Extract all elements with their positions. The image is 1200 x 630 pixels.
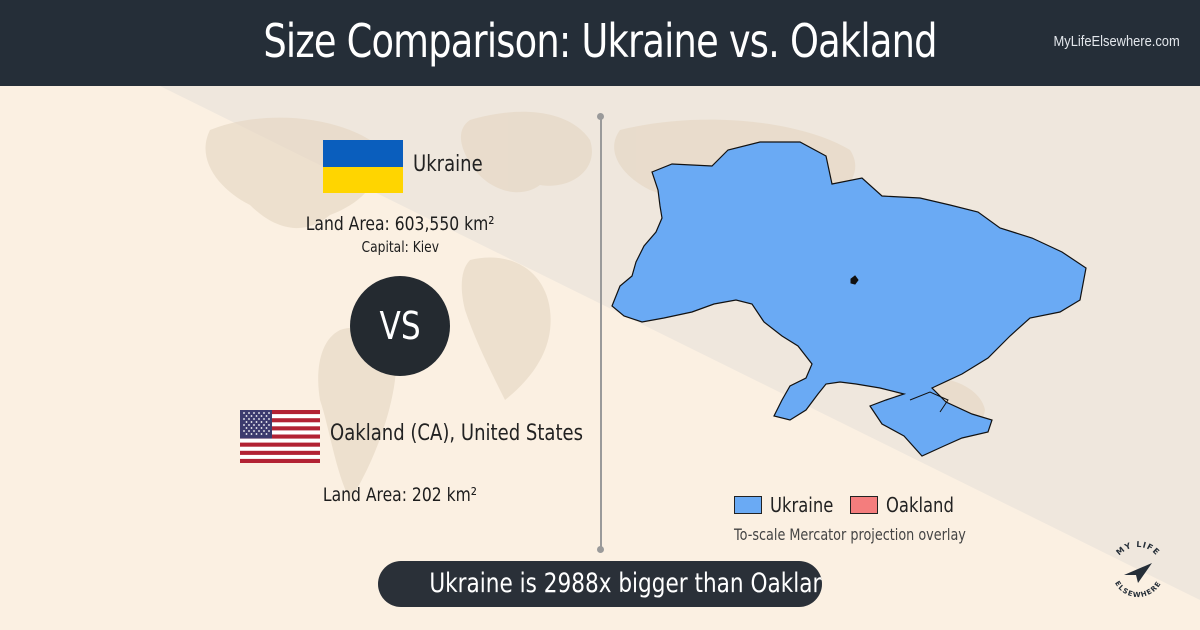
ukraine-swatch xyxy=(734,496,762,514)
legend-label-ukraine: Ukraine xyxy=(770,493,834,517)
center-divider xyxy=(600,116,602,550)
my-life-elsewhere-logo: MY LIFE ELSEWHERE xyxy=(1113,540,1162,599)
legend-label-oakland: Oakland xyxy=(886,493,954,517)
page-title: Size Comparison: Ukraine vs. Oakland xyxy=(263,14,937,68)
oakland-shape xyxy=(850,275,859,285)
ukraine-flag-icon xyxy=(323,140,403,193)
paper-plane-icon xyxy=(1124,563,1152,583)
svg-text:MY LIFE: MY LIFE xyxy=(1115,540,1162,557)
place2-name: Oakland (CA), United States xyxy=(330,421,584,446)
header-bar xyxy=(0,0,1200,86)
divider-bottom-dot xyxy=(597,546,604,553)
ukraine-shape xyxy=(611,141,1087,457)
place2-land-area: Land Area: 202 km² xyxy=(322,484,478,506)
projection-note: To-scale Mercator projection overlay xyxy=(734,525,966,544)
oakland-swatch xyxy=(850,496,878,514)
vs-badge: VS xyxy=(350,276,450,376)
crimea-inner-line xyxy=(909,391,949,413)
place1-land-area: Land Area: 603,550 km² xyxy=(305,213,495,235)
legend-item-ukraine: Ukraine xyxy=(734,493,847,517)
divider-top-dot xyxy=(597,113,604,120)
legend-item-oakland: Oakland xyxy=(850,493,969,517)
site-name[interactable]: MyLifeElsewhere.com xyxy=(1053,33,1180,50)
overlay-map xyxy=(611,141,1087,457)
place1-capital: Capital: Kiev xyxy=(361,238,439,256)
usa-flag-icon xyxy=(240,410,320,463)
place1-name: Ukraine xyxy=(413,152,483,177)
verdict-pill: Ukraine is 2988x bigger than Oakland xyxy=(378,561,822,607)
